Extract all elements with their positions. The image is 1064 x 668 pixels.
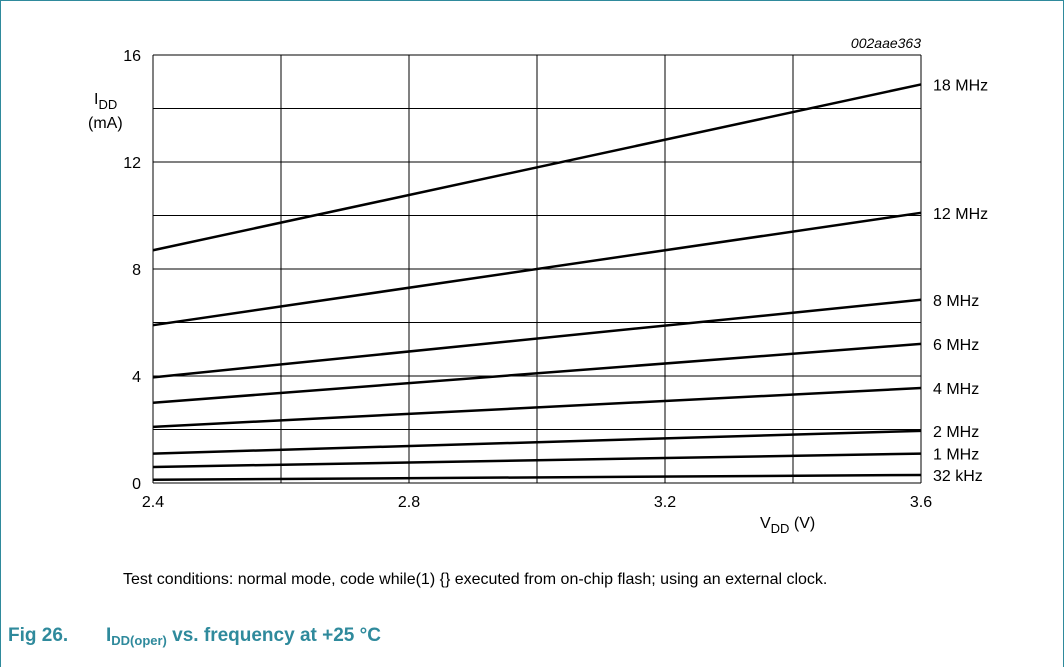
series-label-12-mhz: 12 MHz (933, 206, 988, 223)
x-tick-label: 3.6 (910, 494, 932, 511)
chart: 2.4 2.8 3.2 3.6 0 4 8 12 16 18 MHz 12 MHz 8 MHz 6 … (88, 35, 988, 536)
series-lines (152, 83, 922, 482)
x-tick-label: 2.8 (398, 494, 420, 511)
x-axis-label: VDD (V) (760, 515, 815, 536)
y-tick-label: 4 (132, 369, 141, 386)
series-line-1-mhz (152, 452, 922, 469)
series-label-6-mhz: 6 MHz (933, 337, 979, 354)
y-tick-label: 16 (123, 48, 141, 65)
series-line-12-mhz (152, 211, 922, 327)
test-conditions-note: Test conditions: normal mode, code while… (123, 571, 828, 588)
y-axis-unit: (mA) (88, 115, 123, 132)
y-tick-label: 0 (132, 476, 141, 493)
series-line-32-khz (152, 473, 922, 482)
figure-code: 002aae363 (851, 35, 921, 51)
series-label-18-mhz: 18 MHz (933, 77, 988, 94)
x-tick-labels: 2.4 2.8 3.2 3.6 (142, 494, 932, 511)
figure-title: IDD(oper) vs. frequency at +25 °C (106, 625, 381, 648)
series-line-6-mhz (152, 342, 922, 404)
y-tick-label: 8 (132, 262, 141, 279)
series-line-8-mhz (152, 298, 922, 379)
y-tick-labels: 0 4 8 12 16 (123, 48, 141, 493)
series-label-8-mhz: 8 MHz (933, 293, 979, 310)
x-tick-label: 2.4 (142, 494, 164, 511)
series-label-1-mhz: 1 MHz (933, 447, 979, 464)
series-line-2-mhz (152, 429, 922, 455)
series-line-18-mhz (152, 83, 922, 252)
figure-caption: Fig 26. IDD(oper) vs. frequency at +25 °C (8, 625, 381, 648)
series-label-32-khz: 32 kHz (933, 468, 983, 485)
figure-number: Fig 26. (8, 625, 69, 646)
x-tick-label: 3.2 (654, 494, 676, 511)
y-tick-label: 12 (123, 155, 141, 172)
series-labels: 18 MHz 12 MHz 8 MHz 6 MHz 4 MHz 2 MHz 1 MHz 32 … (933, 77, 988, 485)
y-axis-label: IDD (94, 91, 117, 112)
series-label-4-mhz: 4 MHz (933, 381, 979, 398)
series-label-2-mhz: 2 MHz (933, 424, 979, 441)
series-line-4-mhz (152, 386, 922, 429)
